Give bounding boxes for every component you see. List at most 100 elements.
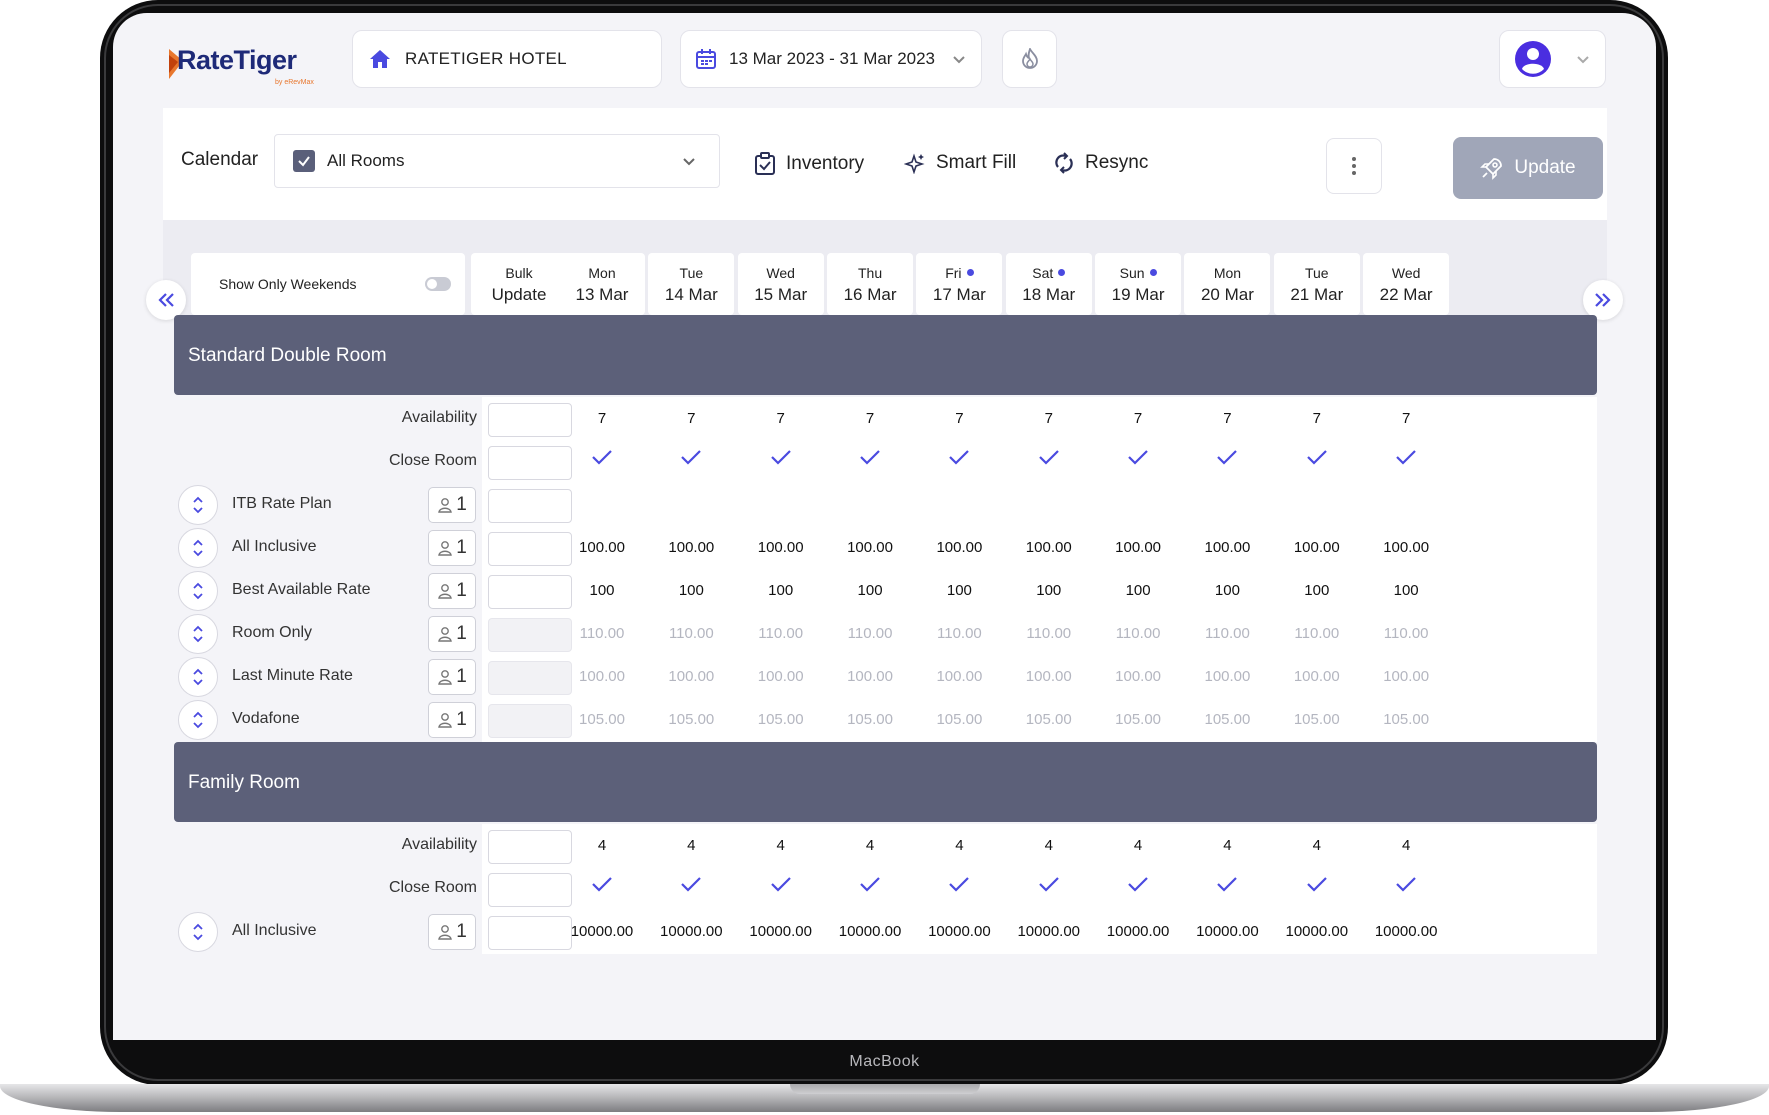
availability-cell[interactable]: 7 — [776, 410, 785, 427]
bulk-rate-input[interactable] — [488, 704, 572, 738]
availability-cell[interactable]: 4 — [597, 837, 607, 854]
rate-cell[interactable]: 105.00 — [579, 711, 625, 728]
rate-cell[interactable]: 100 — [1036, 582, 1062, 599]
bulk-availability-input[interactable] — [488, 830, 572, 864]
update-button[interactable]: Update — [1453, 137, 1603, 199]
check-icon[interactable] — [999, 875, 1099, 897]
availability-cell[interactable]: 4 — [1044, 837, 1053, 854]
check-icon[interactable] — [909, 875, 1009, 897]
bulk-close-room-input[interactable] — [488, 873, 572, 907]
rate-cell[interactable]: 110.00 — [1205, 625, 1250, 642]
weekends-toggle[interactable] — [425, 277, 451, 291]
rate-cell[interactable]: 100 — [768, 582, 794, 599]
availability-cell[interactable]: 7 — [687, 410, 696, 427]
rate-cell[interactable]: 100.00 — [579, 668, 625, 685]
check-icon[interactable] — [552, 448, 652, 470]
rate-cell[interactable]: 10000.00 — [749, 923, 812, 940]
availability-cell[interactable]: 7 — [1312, 410, 1321, 427]
occupancy-button[interactable]: 1 — [428, 573, 476, 609]
day-column-header[interactable]: Wed 15 Mar — [737, 253, 824, 315]
availability-cell[interactable]: 4 — [687, 837, 696, 854]
occupancy-button[interactable]: 1 — [428, 914, 476, 950]
availability-cell[interactable]: 4 — [1133, 837, 1143, 854]
availability-cell[interactable]: 4 — [1312, 837, 1321, 854]
bulk-rate-input[interactable] — [488, 618, 572, 652]
check-icon[interactable] — [1267, 448, 1367, 470]
check-icon[interactable] — [1356, 448, 1456, 470]
bulk-rate-input[interactable] — [488, 575, 572, 609]
rate-cell[interactable]: 100.00 — [757, 668, 804, 685]
rate-cell[interactable]: 105.00 — [1383, 711, 1430, 728]
occupancy-button[interactable]: 1 — [428, 659, 476, 695]
availability-cell[interactable]: 4 — [1401, 837, 1411, 854]
rate-cell[interactable]: 110.00 — [1115, 625, 1161, 642]
rate-cell[interactable]: 100.00 — [1293, 668, 1340, 685]
rate-cell[interactable]: 100.00 — [847, 668, 893, 685]
check-icon[interactable] — [641, 448, 741, 470]
rate-cell[interactable]: 105.00 — [757, 711, 804, 728]
check-icon[interactable] — [820, 875, 920, 897]
more-options-button[interactable] — [1326, 138, 1382, 194]
rate-cell[interactable]: 100.00 — [1115, 539, 1162, 556]
rate-cell[interactable]: 110.00 — [937, 625, 982, 642]
rate-cell[interactable]: 100.00 — [668, 539, 715, 556]
check-icon[interactable] — [1177, 448, 1277, 470]
rate-cell[interactable]: 100 — [1214, 582, 1240, 599]
rate-cell[interactable]: 10000.00 — [928, 923, 991, 940]
occupancy-button[interactable]: 1 — [428, 487, 476, 523]
rate-cell[interactable]: 100.00 — [1383, 668, 1430, 685]
check-icon[interactable] — [1088, 875, 1188, 897]
rate-cell[interactable]: 10000.00 — [1374, 923, 1438, 940]
rate-cell[interactable]: 100.00 — [847, 539, 893, 556]
check-icon[interactable] — [552, 875, 652, 897]
expand-collapse-icon[interactable] — [178, 528, 218, 568]
rate-cell[interactable]: 100.00 — [1204, 668, 1251, 685]
rate-cell[interactable]: 100.00 — [936, 668, 983, 685]
rate-cell[interactable]: 110.00 — [668, 625, 714, 642]
rate-cell[interactable]: 105.00 — [1115, 711, 1162, 728]
rate-cell[interactable]: 100.00 — [668, 668, 715, 685]
availability-cell[interactable]: 7 — [1044, 410, 1053, 427]
rate-cell[interactable]: 100 — [1304, 582, 1330, 599]
day-column-header[interactable]: Tue 21 Mar — [1273, 253, 1360, 315]
room-filter-select[interactable]: All Rooms — [274, 134, 720, 188]
rate-cell[interactable]: 105.00 — [1293, 711, 1340, 728]
rate-cell[interactable]: 105.00 — [668, 711, 715, 728]
rate-cell[interactable]: 100 — [678, 582, 704, 599]
availability-cell[interactable]: 7 — [597, 410, 607, 427]
day-column-header[interactable]: Sat 18 Mar — [1005, 253, 1092, 315]
rate-cell[interactable]: 100.00 — [1204, 539, 1251, 556]
occupancy-button[interactable]: 1 — [428, 616, 476, 652]
room-header[interactable]: Standard Double Room — [174, 315, 1597, 395]
rate-cell[interactable]: 110.00 — [579, 625, 625, 642]
rate-cell[interactable]: 110.00 — [847, 625, 893, 642]
check-icon[interactable] — [909, 448, 1009, 470]
bulk-rate-input[interactable] — [488, 661, 572, 695]
ratetiger-logo[interactable]: RateTiger by eRevMax — [169, 41, 319, 91]
rate-cell[interactable]: 110.00 — [758, 625, 804, 642]
day-column-header[interactable]: Wed 22 Mar — [1363, 253, 1450, 315]
day-column-header[interactable]: Mon 20 Mar — [1184, 253, 1271, 315]
rate-cell[interactable]: 100 — [1393, 582, 1419, 599]
rate-cell[interactable]: 100.00 — [1293, 539, 1340, 556]
rate-cell[interactable]: 10000.00 — [570, 923, 634, 940]
bulk-rate-input[interactable] — [488, 489, 572, 523]
rate-cell[interactable]: 10000.00 — [838, 923, 902, 940]
day-column-header[interactable]: Tue 14 Mar — [648, 253, 735, 315]
check-icon[interactable] — [1088, 448, 1188, 470]
availability-cell[interactable]: 7 — [1133, 410, 1143, 427]
expand-collapse-icon[interactable] — [178, 571, 218, 611]
rate-cell[interactable]: 110.00 — [1026, 625, 1072, 642]
check-icon[interactable] — [820, 448, 920, 470]
availability-cell[interactable]: 7 — [955, 410, 964, 427]
date-range-picker[interactable]: 13 Mar 2023 - 31 Mar 2023 — [680, 30, 982, 88]
smart-fill-button[interactable]: Smart Fill — [904, 152, 1016, 174]
rate-cell[interactable]: 10000.00 — [1017, 923, 1081, 940]
resync-button[interactable]: Resync — [1053, 152, 1148, 174]
rate-cell[interactable]: 10000.00 — [660, 923, 723, 940]
rate-cell[interactable]: 100.00 — [1383, 539, 1430, 556]
rate-cell[interactable]: 100 — [1125, 582, 1151, 599]
check-icon[interactable] — [1267, 875, 1367, 897]
rate-cell[interactable]: 105.00 — [1025, 711, 1072, 728]
availability-cell[interactable]: 7 — [1223, 410, 1232, 427]
